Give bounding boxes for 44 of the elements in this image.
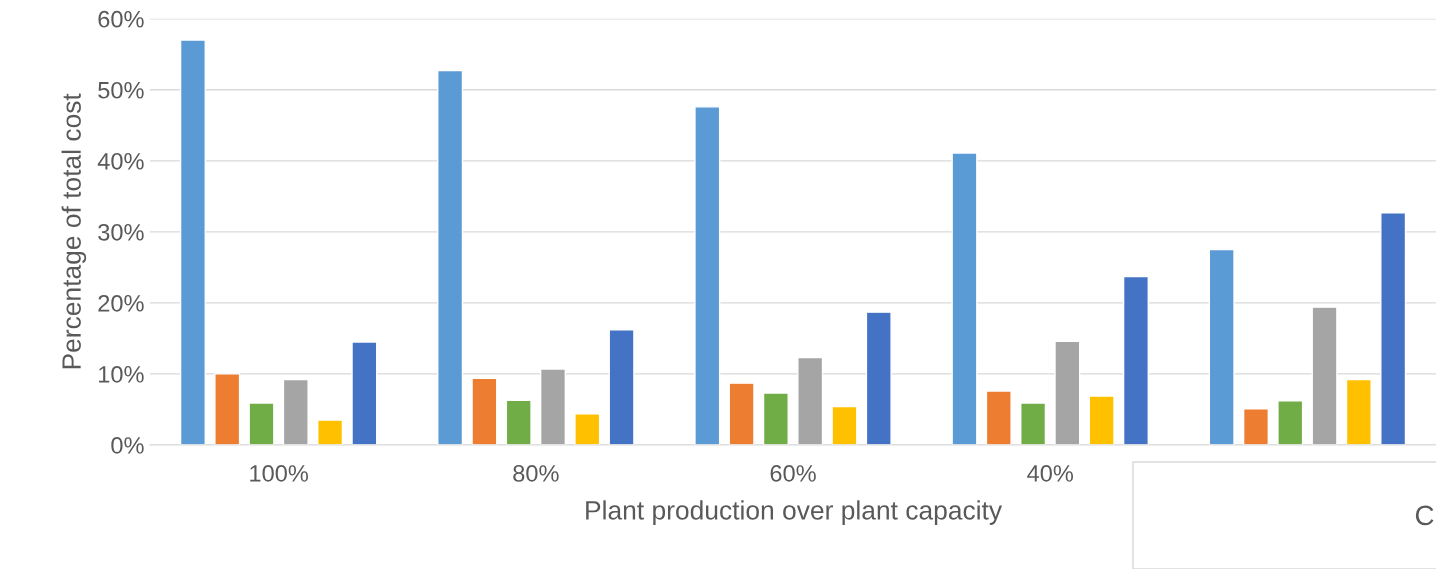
- y-tick-label: 60%: [98, 10, 144, 28]
- bar: [1380, 211, 1407, 445]
- bar: [1122, 275, 1149, 445]
- x-tick-label: 80%: [513, 465, 559, 482]
- x-tick-label: 40%: [1027, 465, 1074, 482]
- bar: [317, 419, 344, 445]
- bar: [1088, 395, 1115, 445]
- y-tick-label: 40%: [97, 152, 144, 170]
- bar: [282, 378, 309, 445]
- bar: [865, 311, 892, 445]
- x-axis-title: Plant production over plant capacity: [586, 500, 1003, 525]
- bar: [831, 405, 858, 445]
- bar: [728, 382, 755, 445]
- bar: [1208, 248, 1235, 445]
- bar: [797, 356, 824, 445]
- bar: [351, 341, 378, 445]
- bar: [471, 377, 498, 445]
- bar: [505, 399, 532, 445]
- bar: [437, 69, 464, 445]
- bar: [951, 152, 978, 445]
- y-tick-label: 20%: [98, 294, 144, 312]
- bar: [248, 402, 275, 445]
- y-tick-label: 10%: [99, 366, 144, 383]
- y-tick-label: 0%: [111, 437, 144, 454]
- bar: [179, 39, 206, 445]
- y-tick-label: 50%: [98, 81, 144, 99]
- y-axis-title: Percentage of total cost: [61, 93, 87, 369]
- bar: [1311, 306, 1338, 445]
- y-tick-label: 30%: [98, 223, 144, 241]
- bar: [1054, 340, 1081, 445]
- bar: [1345, 378, 1372, 445]
- text: C: [1415, 505, 1434, 526]
- bar: [608, 329, 635, 445]
- bar: [1020, 402, 1047, 445]
- bar: [214, 373, 241, 445]
- bar: [762, 392, 789, 445]
- bar: [1242, 408, 1270, 445]
- bar: [985, 390, 1012, 445]
- bar: [574, 413, 601, 445]
- x-tick-label: 100%: [250, 465, 309, 482]
- x-tick-label: 60%: [770, 465, 816, 482]
- bar: [1277, 400, 1304, 445]
- bar: [539, 368, 567, 445]
- bar: [694, 106, 721, 445]
